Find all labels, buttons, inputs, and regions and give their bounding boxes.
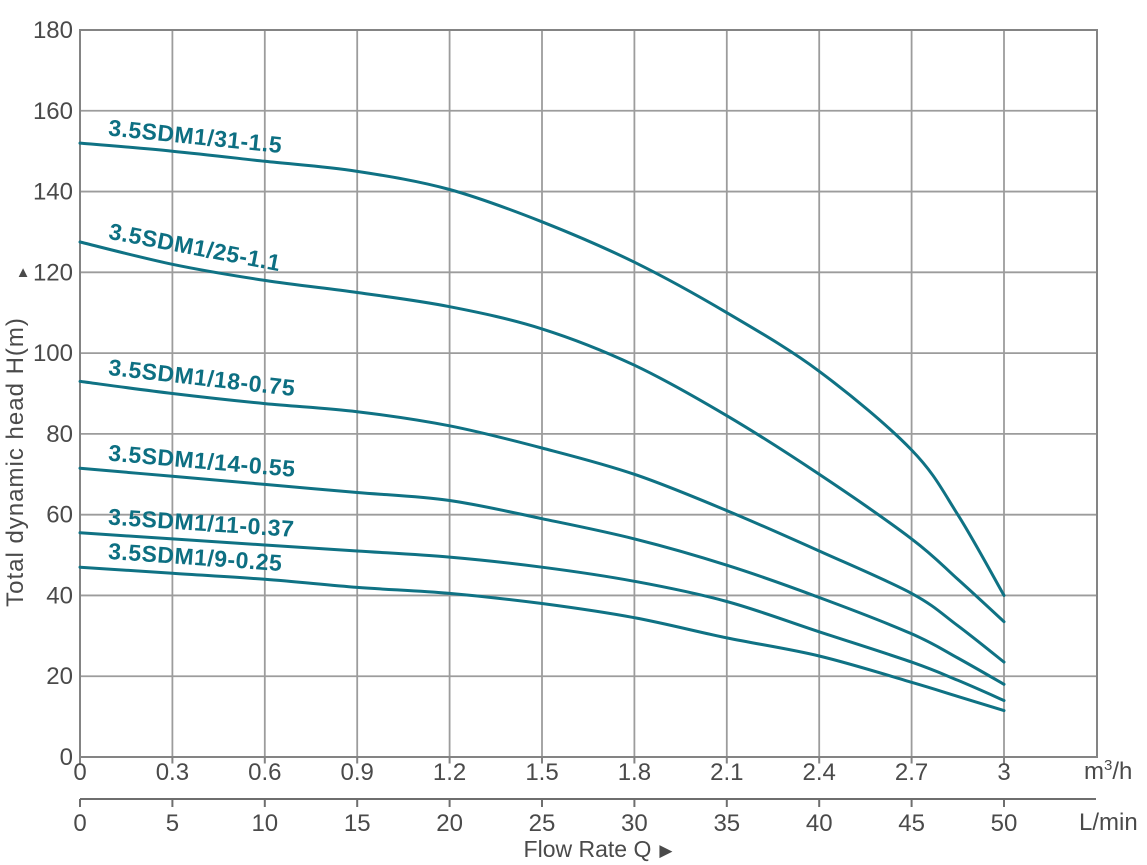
y-tick-label: 60 (46, 502, 73, 529)
secondary-tick-label: 20 (436, 810, 463, 837)
secondary-tick-label: 45 (898, 810, 925, 837)
secondary-tick-label: 40 (806, 810, 833, 837)
y-axis-title: Total dynamic head H(m) (2, 317, 29, 607)
x-tick-label: 0.9 (341, 759, 374, 786)
x-tick-label: 2.1 (710, 759, 743, 786)
pump-curve-3.5SDM1/14-0.55 (78, 466, 1006, 686)
x-tick-label: 1.5 (525, 759, 558, 786)
pump-curve-3.5SDM1/18-0.75 (78, 379, 1006, 664)
curve-label-3.5SDM1/14-0.55: 3.5SDM1/14-0.55 (107, 440, 296, 482)
x-tick-label: 2.4 (803, 759, 836, 786)
secondary-tick-label: 30 (621, 810, 648, 837)
y-tick-label: 0 (60, 744, 73, 771)
pump-curve-3.5SDM1/9-0.25 (78, 565, 1006, 713)
x-tick-label: 0.6 (248, 759, 281, 786)
y-axis-arrow-icon: ▲ (16, 264, 31, 281)
x-axis-unit-m3h: m3/h (1084, 757, 1132, 785)
y-tick-label: 180 (33, 17, 73, 44)
secondary-tick-label: 50 (991, 810, 1018, 837)
x-tick-label: 2.7 (895, 759, 928, 786)
y-tick-label: 120 (33, 259, 73, 286)
x-tick-label: 0.3 (156, 759, 189, 786)
secondary-axis-unit: L/min (1079, 809, 1138, 836)
x-tick-label: 1.2 (433, 759, 466, 786)
x-axis-title: Flow Rate Q ▶ (524, 836, 674, 862)
y-tick-label: 160 (33, 98, 73, 125)
x-tick-label: 1.8 (618, 759, 651, 786)
secondary-tick-label: 10 (251, 810, 278, 837)
secondary-tick-label: 5 (166, 810, 179, 837)
plot-border (79, 29, 1098, 758)
secondary-tick-label: 25 (529, 810, 556, 837)
y-tick-label: 20 (46, 663, 73, 690)
y-tick-label: 80 (46, 421, 73, 448)
curve-label-3.5SDM1/18-0.75: 3.5SDM1/18-0.75 (107, 354, 297, 401)
pump-curve-3.5SDM1/11-0.37 (78, 531, 1006, 702)
curve-label-3.5SDM1/31-1.5: 3.5SDM1/31-1.5 (107, 115, 283, 158)
secondary-tick-label: 0 (73, 810, 86, 837)
y-tick-label: 100 (33, 340, 73, 367)
x-tick-label: 3 (997, 759, 1010, 786)
x-tick-label: 0 (73, 759, 86, 786)
y-tick-label: 140 (33, 179, 73, 206)
pump-curve-3.5SDM1/31-1.5 (78, 141, 1006, 597)
pump-curve-3.5SDM1/25-1.1 (78, 240, 1006, 624)
y-tick-label: 40 (46, 582, 73, 609)
secondary-tick-label: 35 (713, 810, 740, 837)
secondary-tick-label: 15 (344, 810, 371, 837)
